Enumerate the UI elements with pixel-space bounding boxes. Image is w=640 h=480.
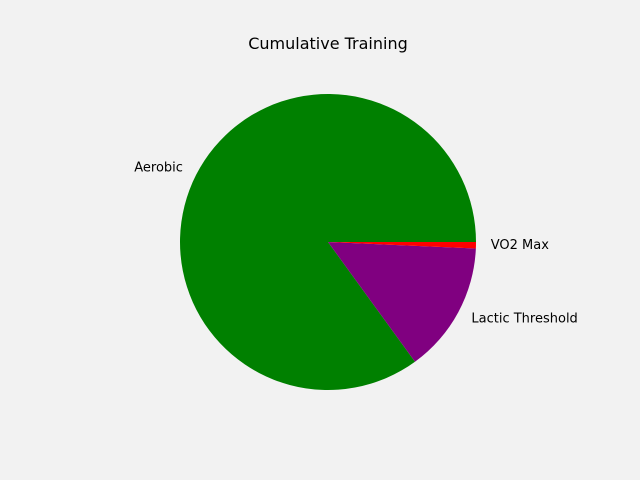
pie-slices (180, 94, 477, 391)
slice-label-vo2-max: VO2 Max (491, 238, 549, 253)
pie-slice-vo2-max (328, 242, 476, 249)
slice-label-lactic-threshold: Lactic Threshold (471, 312, 577, 327)
slice-label-aerobic: Aerobic (134, 161, 183, 176)
pie-labels: Aerobic Lactic Threshold VO2 Max (134, 161, 578, 327)
pie-slice-aerobic (180, 94, 477, 391)
pie-slice-lactic-threshold (328, 242, 476, 362)
chart-title: Cumulative Training (248, 34, 408, 53)
